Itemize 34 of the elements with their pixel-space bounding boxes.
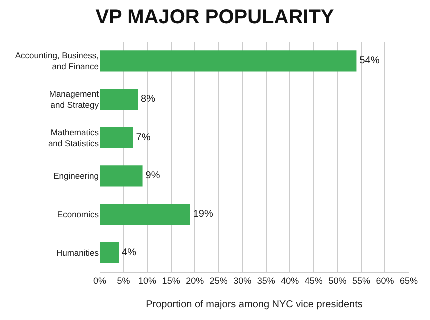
y-tick-label: Mathematics and Statistics — [48, 127, 99, 148]
bar — [100, 127, 134, 148]
y-tick-label: Economics — [57, 209, 99, 220]
data-label: 4% — [122, 247, 137, 258]
x-tick-label: 50% — [328, 276, 347, 286]
x-tick-label: 40% — [281, 276, 300, 286]
data-label: 19% — [193, 209, 214, 220]
data-label: 7% — [136, 132, 151, 144]
x-tick-label: 60% — [376, 276, 394, 286]
bar — [100, 88, 138, 110]
y-tick-label: Management and Strategy — [49, 88, 100, 110]
x-tick-label: 35% — [257, 276, 276, 286]
y-tick-label: Humanities — [56, 248, 99, 258]
x-tick-label: 55% — [352, 276, 370, 286]
y-tick-label: Accounting, Business, and Finance — [15, 50, 100, 72]
bar — [100, 166, 143, 187]
x-tick-label: 30% — [234, 276, 252, 286]
y-tick-label: Engineering — [54, 171, 100, 182]
data-label: 8% — [141, 94, 156, 105]
data-label: 9% — [146, 170, 160, 182]
x-axis-title: Proportion of majors among NYC vice presidents — [146, 299, 363, 310]
chart-title: VP MAJOR POPULARITY — [96, 6, 335, 29]
x-tick-label: 25% — [210, 276, 228, 286]
x-tick-label: 45% — [304, 276, 323, 286]
x-tick-label: 15% — [162, 276, 180, 286]
x-tick-label: 20% — [186, 276, 204, 286]
x-tick-label: 65% — [400, 276, 418, 286]
x-tick-label: 5% — [117, 276, 130, 286]
bar — [100, 50, 357, 72]
data-label: 54% — [360, 56, 380, 67]
bar — [100, 204, 190, 226]
x-tick-label: 0% — [93, 276, 107, 286]
x-tick-label: 10% — [138, 276, 157, 286]
bar — [100, 242, 120, 264]
